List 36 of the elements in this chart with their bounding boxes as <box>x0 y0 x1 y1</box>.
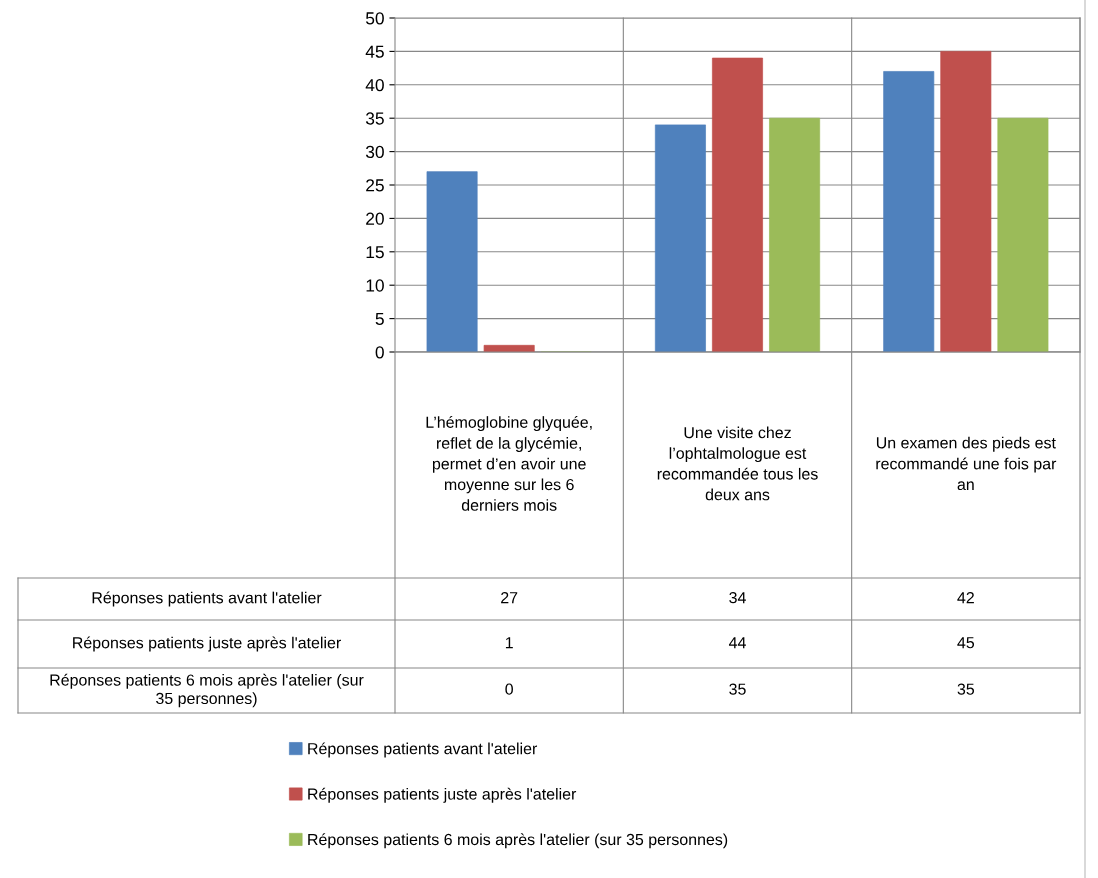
text: Réponses patients 6 mois après l'atelier (sur 35 personnes) <box>50 673 364 708</box>
text: Réponses patients juste après l'atelier <box>73 636 341 652</box>
data-label: 27 <box>501 591 518 604</box>
data-label: 34 <box>729 591 746 604</box>
bar <box>654 124 706 352</box>
y-tick-label: 30 <box>365 145 384 159</box>
bar <box>426 171 478 352</box>
data-label: 35 <box>957 683 975 695</box>
y-tick-label: 0 <box>375 346 384 359</box>
y-tick-label: 10 <box>366 279 384 292</box>
data-label: 1 <box>505 637 513 649</box>
x-tick-label: Une visite chez l’ophtalmologue est recommandée tous les deux ans <box>657 426 818 501</box>
y-tick-label: 35 <box>365 112 384 125</box>
bar <box>883 71 935 352</box>
data-label: 45 <box>957 637 975 649</box>
y-tick-label: 25 <box>366 179 384 192</box>
bar <box>769 117 821 352</box>
data-label: 0 <box>505 683 513 695</box>
data-label: 42 <box>957 591 974 604</box>
y-tick-label: 15 <box>366 246 384 259</box>
y-tick-label: 20 <box>366 212 384 225</box>
bar <box>997 117 1049 352</box>
legend-label: Réponses patients 6 mois après l'atelier (sur 35 personnes) <box>308 833 728 849</box>
y-tick-label: 50 <box>365 12 384 25</box>
y-tick-label: 45 <box>365 45 384 58</box>
text: Réponses patients avant l'atelier <box>92 591 322 607</box>
data-label: 35 <box>729 683 746 695</box>
y-tick-label: 40 <box>365 78 384 92</box>
y-tick-label: 5 <box>375 312 384 326</box>
legend-label: Réponses patients juste après l'atelier <box>308 787 577 803</box>
data-label: 44 <box>728 637 746 649</box>
x-tick-label: L’hémoglobine glyquée, reflet de la glycémie, permet d’en avoir une moyenne sur les 6 derniers mois <box>426 415 592 511</box>
bar <box>940 51 992 352</box>
bar <box>712 57 763 352</box>
x-tick-label: Un examen des pieds est recommandé une fois par an <box>876 436 1057 491</box>
legend-label: Réponses patients avant l'atelier <box>308 742 538 758</box>
